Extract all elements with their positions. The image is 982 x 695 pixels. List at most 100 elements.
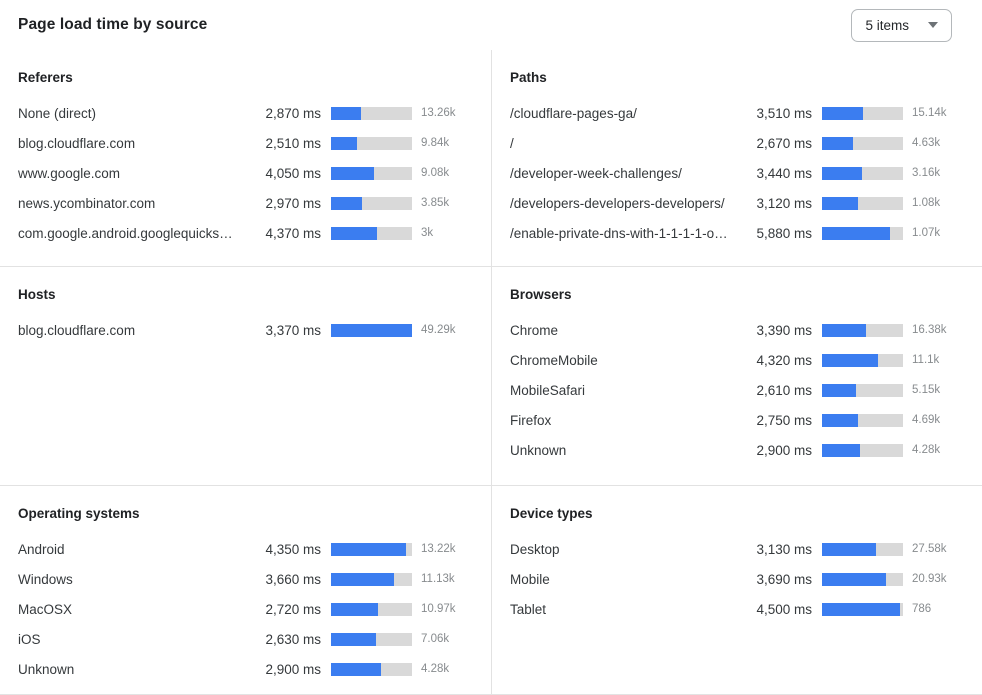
sample-count: 4.28k (912, 444, 941, 456)
sample-count: 10.97k (421, 603, 456, 615)
metric-row[interactable]: None (direct) 2,870 ms 13.26k (18, 98, 473, 128)
metric-row[interactable]: Unknown 2,900 ms 4.28k (18, 654, 473, 684)
metric-row[interactable]: Unknown 2,900 ms 4.28k (510, 435, 964, 465)
load-time-value: 3,660 ms (265, 571, 321, 587)
bar-fill (822, 196, 859, 210)
items-count-value: 5 items (865, 17, 909, 33)
metric-row[interactable]: blog.cloudflare.com 2,510 ms 9.84k (18, 128, 473, 158)
load-time-bar (822, 226, 903, 240)
metric-row[interactable]: com.google.android.googlequicksearc... 4,… (18, 218, 473, 248)
load-time-bar (331, 226, 412, 240)
load-time-bar (331, 662, 412, 676)
section-device-types: Device types Desktop 3,130 ms 27.58k Mobile 3… (491, 485, 982, 694)
load-time-value: 3,440 ms (756, 165, 812, 181)
metric-row[interactable]: ChromeMobile 4,320 ms 11.1k (510, 345, 964, 375)
row-label: blog.cloudflare.com (18, 135, 136, 151)
load-time-bar (331, 106, 412, 120)
metric-row[interactable]: blog.cloudflare.com 3,370 ms 49.29k (18, 315, 473, 345)
section-title: Browsers (510, 287, 572, 302)
bar-fill (331, 106, 362, 120)
load-time-bar (822, 443, 903, 457)
row-label: Unknown (18, 661, 75, 677)
load-time-bar (331, 602, 412, 616)
page-title: Page load time by source (18, 16, 208, 33)
load-time-value: 5,880 ms (756, 225, 812, 241)
metric-row[interactable]: /cloudflare-pages-ga/3,510 ms 15.14k (510, 98, 964, 128)
metric-row[interactable]: Windows 3,660 ms 11.13k (18, 564, 473, 594)
metric-row[interactable]: www.google.com 4,050 ms 9.08k (18, 158, 473, 188)
metric-row[interactable]: / 2,670 ms 4.63k (510, 128, 964, 158)
row-label: Tablet (510, 601, 547, 617)
load-time-bar (331, 572, 412, 586)
metric-row[interactable]: Android 4,350 ms 13.22k (18, 534, 473, 564)
section-hosts: Hosts blog.cloudflare.com 3,370 ms 49.29k (0, 266, 491, 485)
sample-count: 16.38k (912, 324, 947, 336)
metric-row[interactable]: MobileSafari 2,610 ms 5.15k (510, 375, 964, 405)
row-label: /cloudflare-pages-ga/ (510, 105, 637, 121)
row-label: Windows (18, 571, 73, 587)
metric-row[interactable]: /developers-developers-developers/3,120 … (510, 188, 964, 218)
sample-count: 1.08k (912, 197, 941, 209)
metric-row[interactable]: /enable-private-dns-with-1-1-1-1-on-... 5… (510, 218, 964, 248)
load-time-bar (822, 383, 903, 397)
sample-count: 786 (912, 603, 932, 615)
load-time-bar (822, 136, 903, 150)
sample-count: 5.15k (912, 384, 941, 396)
load-time-value: 2,750 ms (756, 412, 812, 428)
sample-count: 11.13k (421, 573, 455, 585)
load-time-bar (822, 413, 903, 427)
metric-row[interactable]: Desktop 3,130 ms 27.58k (510, 534, 964, 564)
metric-row[interactable]: /developer-week-challenges/3,440 ms 3.16k (510, 158, 964, 188)
row-label: /enable-private-dns-with-1-1-1-1-on-... (510, 225, 732, 241)
sample-count: 13.22k (421, 543, 456, 555)
section-title: Hosts (18, 287, 56, 302)
row-label: blog.cloudflare.com (18, 322, 136, 338)
bar-fill (822, 572, 886, 586)
metric-row[interactable]: MacOSX 2,720 ms 10.97k (18, 594, 473, 624)
load-time-value: 3,510 ms (756, 105, 812, 121)
row-label: iOS (18, 631, 41, 647)
load-time-value: 3,130 ms (756, 541, 812, 557)
metric-row[interactable]: iOS 2,630 ms 7.06k (18, 624, 473, 654)
metric-row[interactable]: Mobile 3,690 ms 20.93k (510, 564, 964, 594)
load-time-bar (331, 632, 412, 646)
load-time-value: 4,320 ms (756, 352, 812, 368)
sample-count: 49.29k (421, 324, 456, 336)
load-time-value: 3,690 ms (756, 571, 812, 587)
load-time-value: 2,900 ms (756, 442, 812, 458)
metric-row[interactable]: news.ycombinator.com 2,970 ms 3.85k (18, 188, 473, 218)
load-time-bar (822, 353, 903, 367)
bar-fill (822, 323, 866, 337)
row-label: com.google.android.googlequicksearc... (18, 225, 241, 241)
section-browsers: Browsers Chrome 3,390 ms 16.38k ChromeMobile… (491, 266, 982, 485)
sample-count: 4.69k (912, 414, 941, 426)
row-label: ChromeMobile (510, 352, 598, 368)
load-time-bar (822, 602, 903, 616)
load-time-bar (822, 166, 903, 180)
sample-count: 20.93k (912, 573, 947, 585)
load-time-bar (822, 572, 903, 586)
bar-fill (822, 353, 878, 367)
bar-fill (331, 136, 358, 150)
metric-row[interactable]: Chrome 3,390 ms 16.38k (510, 315, 964, 345)
sample-count: 9.84k (421, 137, 450, 149)
load-time-value: 2,720 ms (265, 601, 321, 617)
sections-grid: Referers None (direct) 2,870 ms 13.26k blog.… (0, 50, 982, 695)
sample-count: 15.14k (912, 107, 947, 119)
bar-fill (331, 196, 363, 210)
bar-fill (822, 136, 853, 150)
metric-row[interactable]: Firefox 2,750 ms 4.69k (510, 405, 964, 435)
row-label: Mobile (510, 571, 550, 587)
items-count-select[interactable]: 5 items (851, 8, 952, 42)
bar-fill (331, 226, 377, 240)
sample-count: 1.07k (912, 227, 941, 239)
bar-fill (822, 443, 860, 457)
metric-row[interactable]: Tablet 4,500 ms 786 (510, 594, 964, 624)
sample-count: 7.06k (421, 633, 450, 645)
load-time-value: 4,050 ms (265, 165, 321, 181)
row-label: /developers-developers-developers/ (510, 195, 725, 211)
load-time-bar (331, 196, 412, 210)
bar-fill (331, 632, 377, 646)
bar-fill (822, 413, 858, 427)
load-time-bar (822, 196, 903, 210)
